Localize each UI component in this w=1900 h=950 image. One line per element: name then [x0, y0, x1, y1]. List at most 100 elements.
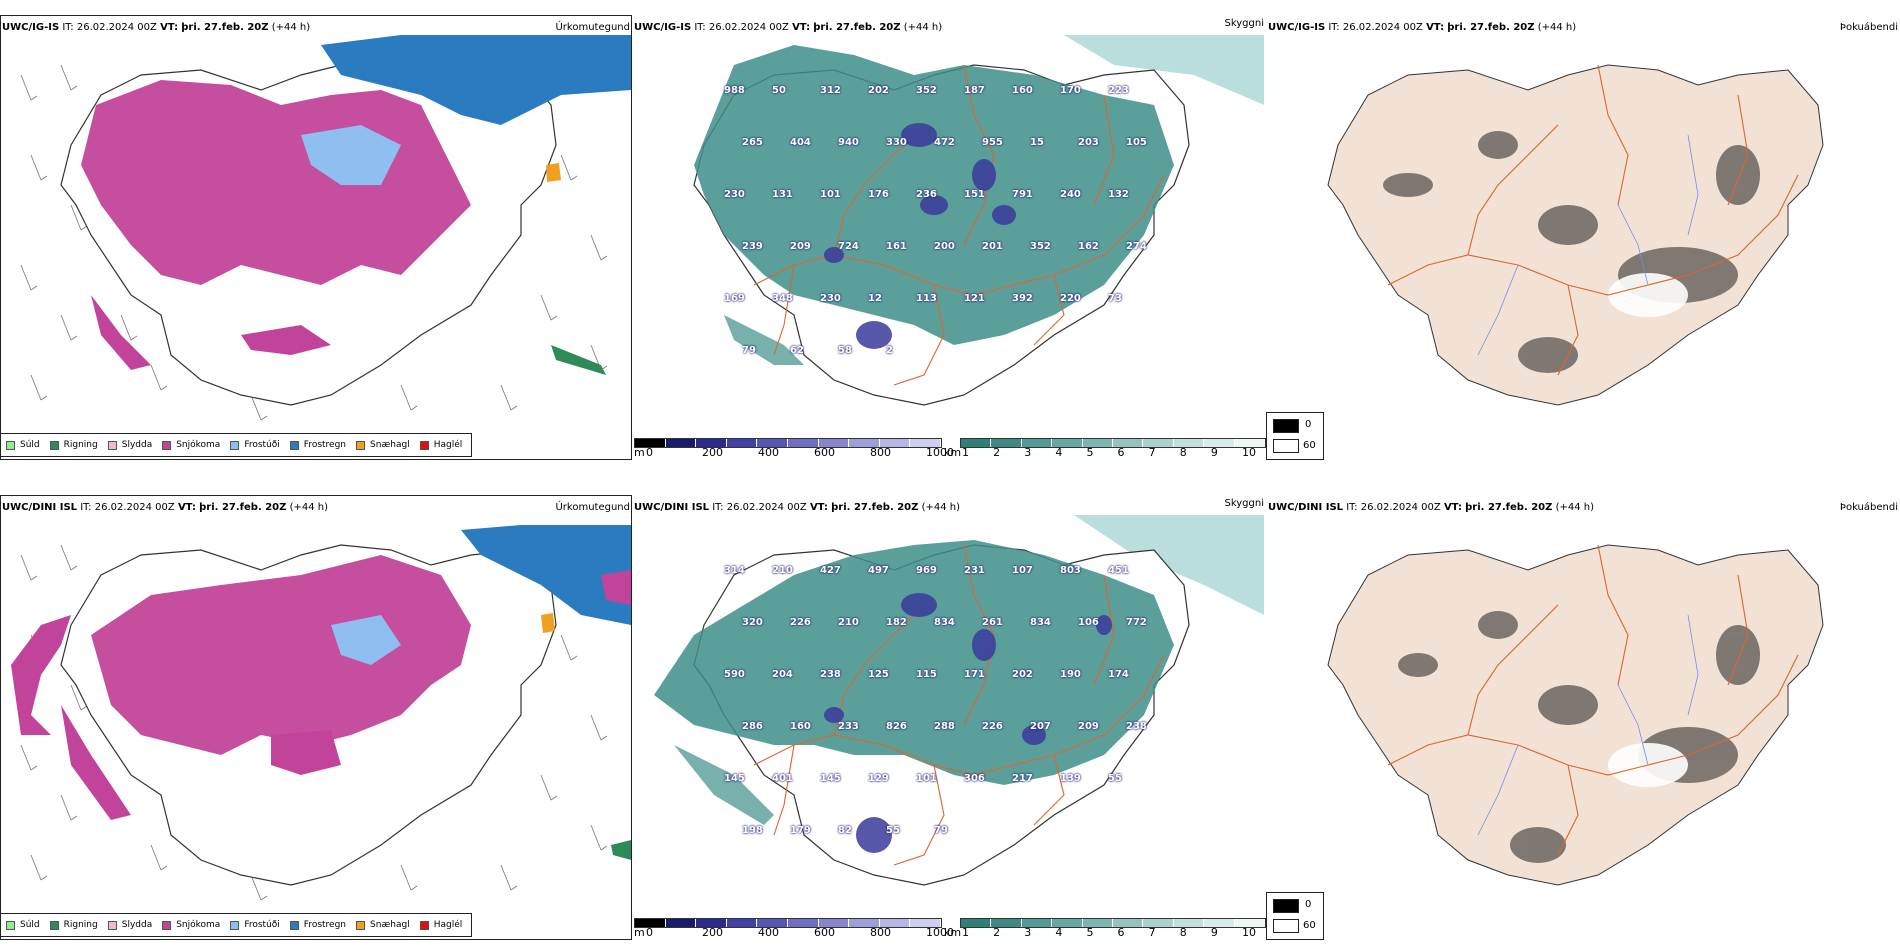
elev-colorbar-segment: [635, 919, 666, 927]
legend-swatch: [356, 920, 366, 930]
it-value: 26.02.2024 00Z: [1360, 502, 1441, 513]
vis-colorbar-segment: [1204, 919, 1235, 927]
legend-swatch: [107, 440, 117, 450]
elev-tick-label: 800: [870, 926, 891, 939]
model-name: UWC/IG-IS: [1268, 22, 1326, 33]
legend-swatch: [356, 440, 366, 450]
legend-label: Snæhagl: [370, 440, 410, 450]
legend-label: Frostúði: [244, 440, 280, 450]
vis-colorbar: [960, 438, 1266, 448]
it-label: IT:: [1346, 502, 1358, 513]
vis-colorbar-segment: [1143, 439, 1174, 447]
vis-panel-title: UWC/DINI ISL IT: 26.02.2024 00Z VT: þri.…: [634, 502, 960, 513]
legend-swatch: [230, 920, 240, 930]
vis-teal-area: [654, 540, 1174, 785]
fog-rivers: [1477, 134, 1699, 356]
vis-teal-sw: [674, 745, 774, 825]
precip-legend: Súld Rigning Slydda Snjókoma Frostúði Fr…: [6, 440, 472, 450]
vis-colorbar-segment: [1052, 439, 1083, 447]
elev-tick-label: 1000: [926, 926, 954, 939]
vis-tick-label: 5: [1086, 446, 1094, 459]
legend-swatch: [107, 920, 117, 930]
precip-map-frame: [0, 15, 632, 460]
legend-item-haglel: Haglél: [419, 920, 463, 930]
vis-tick-label: 4: [1055, 446, 1063, 459]
elev-ticks: 0 200 400 600 800 1000: [646, 446, 954, 460]
visibility-map: [654, 515, 1264, 886]
elev-tick-label: 0: [646, 446, 653, 459]
elev-tick-label: 0: [646, 926, 653, 939]
vis-colorbar-segment: [1204, 439, 1235, 447]
fog-legend-label-1: 60: [1303, 440, 1316, 451]
fog-legend-label-1: 60: [1303, 920, 1316, 931]
fog-legend-label-0: 0: [1305, 419, 1312, 430]
vis-tick-label: 8: [1179, 446, 1187, 459]
elev-tick-label: 600: [814, 926, 835, 939]
vis-tick-label: 9: [1210, 926, 1218, 939]
lead-time: (+44 h): [289, 502, 329, 513]
vis-panel-right-title: Skyggni: [1224, 498, 1264, 509]
legend-item-snjokoma: Snjókoma: [162, 920, 220, 930]
legend-item-rigning: Rigning: [49, 920, 98, 930]
elev-colorbar-segment: [696, 919, 727, 927]
legend-label: Snjókoma: [176, 440, 221, 450]
legend-item-rigning: Rigning: [49, 440, 98, 450]
road-network: [753, 64, 1165, 386]
precip-map: [20, 35, 631, 421]
row-2: UWC/DINI ISL IT: 26.02.2024 00Z VT: þri.…: [0, 480, 1900, 950]
vt-label: VT:: [160, 22, 179, 33]
elev-colorbar-segment: [879, 919, 911, 927]
fog-legend-swatch-1: [1273, 919, 1299, 933]
elev-colorbar-segment: [910, 439, 941, 447]
legend-label: Súld: [20, 920, 40, 930]
legend-item-haglel: Haglél: [419, 440, 463, 450]
vt-label: VT:: [1426, 22, 1445, 33]
rain-spot: [611, 840, 631, 860]
vis-teal-sw: [724, 315, 804, 365]
fog-panel-right-title: Þokuábendi: [1839, 22, 1898, 33]
elev-colorbar-segment: [665, 919, 697, 927]
vis-ticks: 1 2 3 4 5 6 7 8 9 10: [962, 926, 1262, 940]
elev-colorbar-segment: [696, 439, 727, 447]
legend-item-frostregn: Frostregn: [289, 920, 346, 930]
vis-colorbar-segment: [1082, 439, 1114, 447]
legend-item-slydda: Slydda: [107, 920, 152, 930]
legend-item-sudd: Súld: [6, 920, 40, 930]
legend-label: Súld: [20, 440, 40, 450]
legend-swatch: [230, 440, 240, 450]
vt-value: þri. 27.feb. 20Z: [181, 22, 269, 33]
vis-colorbar-segment: [1052, 919, 1083, 927]
model-name: UWC/DINI ISL: [634, 502, 710, 513]
legend-item-frostudi: Frostúði: [230, 920, 280, 930]
elev-unit: m: [634, 446, 645, 459]
glacier-white: [1608, 273, 1688, 317]
elev-colorbar-segment: [787, 919, 819, 927]
legend-swatch: [289, 440, 299, 450]
legend-label: Haglél: [433, 920, 463, 930]
graupel-spot: [541, 613, 555, 633]
fog-legend: 0 60: [1266, 412, 1324, 460]
precip-panel-right-title: Úrkomutegund: [555, 22, 630, 33]
elev-colorbar-segment: [849, 919, 880, 927]
precip-map: [11, 525, 631, 901]
it-value: 26.02.2024 00Z: [1342, 22, 1423, 33]
vis-tick-label: 1: [962, 446, 969, 459]
row-1: UWC/IG-IS IT: 26.02.2024 00Z VT: þri. 27…: [0, 0, 1900, 470]
legend-label: Rigning: [63, 440, 98, 450]
model-name: UWC/DINI ISL: [2, 502, 78, 513]
elev-blobs: [824, 593, 1112, 853]
vis-colorbar-segment: [961, 919, 992, 927]
snow-area: [91, 555, 471, 755]
fog-panel-right-title: Þokuábendi: [1839, 502, 1898, 513]
elev-colorbar-segment: [635, 439, 666, 447]
precip-panel-title: UWC/DINI ISL IT: 26.02.2024 00Z VT: þri.…: [2, 502, 328, 513]
vt-label: VT:: [1443, 502, 1462, 513]
legend-swatch: [419, 440, 429, 450]
elev-colorbar: [634, 918, 942, 928]
vis-colorbar-segment: [1234, 439, 1266, 447]
frostdrizzle-area: [301, 125, 401, 185]
vis-tick-label: 5: [1086, 926, 1094, 939]
vis-tick-label: 6: [1117, 926, 1125, 939]
legend-label: Haglél: [433, 440, 463, 450]
lead-time: (+44 h): [903, 22, 943, 33]
